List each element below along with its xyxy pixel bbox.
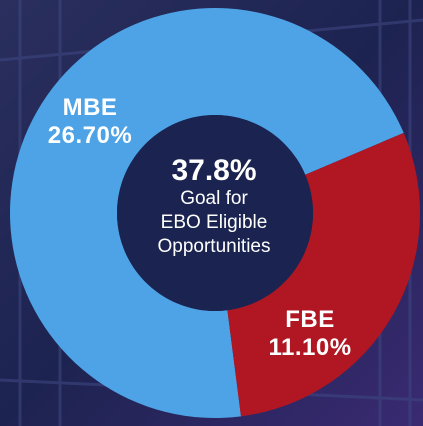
goal-line-3: Opportunities — [157, 235, 271, 257]
fbe-name: FBE — [285, 306, 335, 333]
goal-line-1: Goal for — [180, 188, 248, 209]
mbe-slice — [10, 8, 404, 418]
fbe-label: FBE 11.10% — [250, 306, 370, 361]
fbe-value: 11.10% — [268, 333, 352, 361]
fbe-slice — [227, 132, 420, 417]
donut-center — [117, 115, 313, 311]
center-goal: 37.8% Goal for EBO Eligible Opportunitie… — [128, 154, 300, 258]
mbe-name: MBE — [62, 94, 118, 121]
goal-line-2: EBO Eligible — [160, 211, 268, 233]
mbe-label: MBE 26.70% — [30, 94, 150, 149]
goal-value: 37.8% — [171, 154, 257, 187]
mbe-value: 26.70% — [47, 121, 133, 149]
